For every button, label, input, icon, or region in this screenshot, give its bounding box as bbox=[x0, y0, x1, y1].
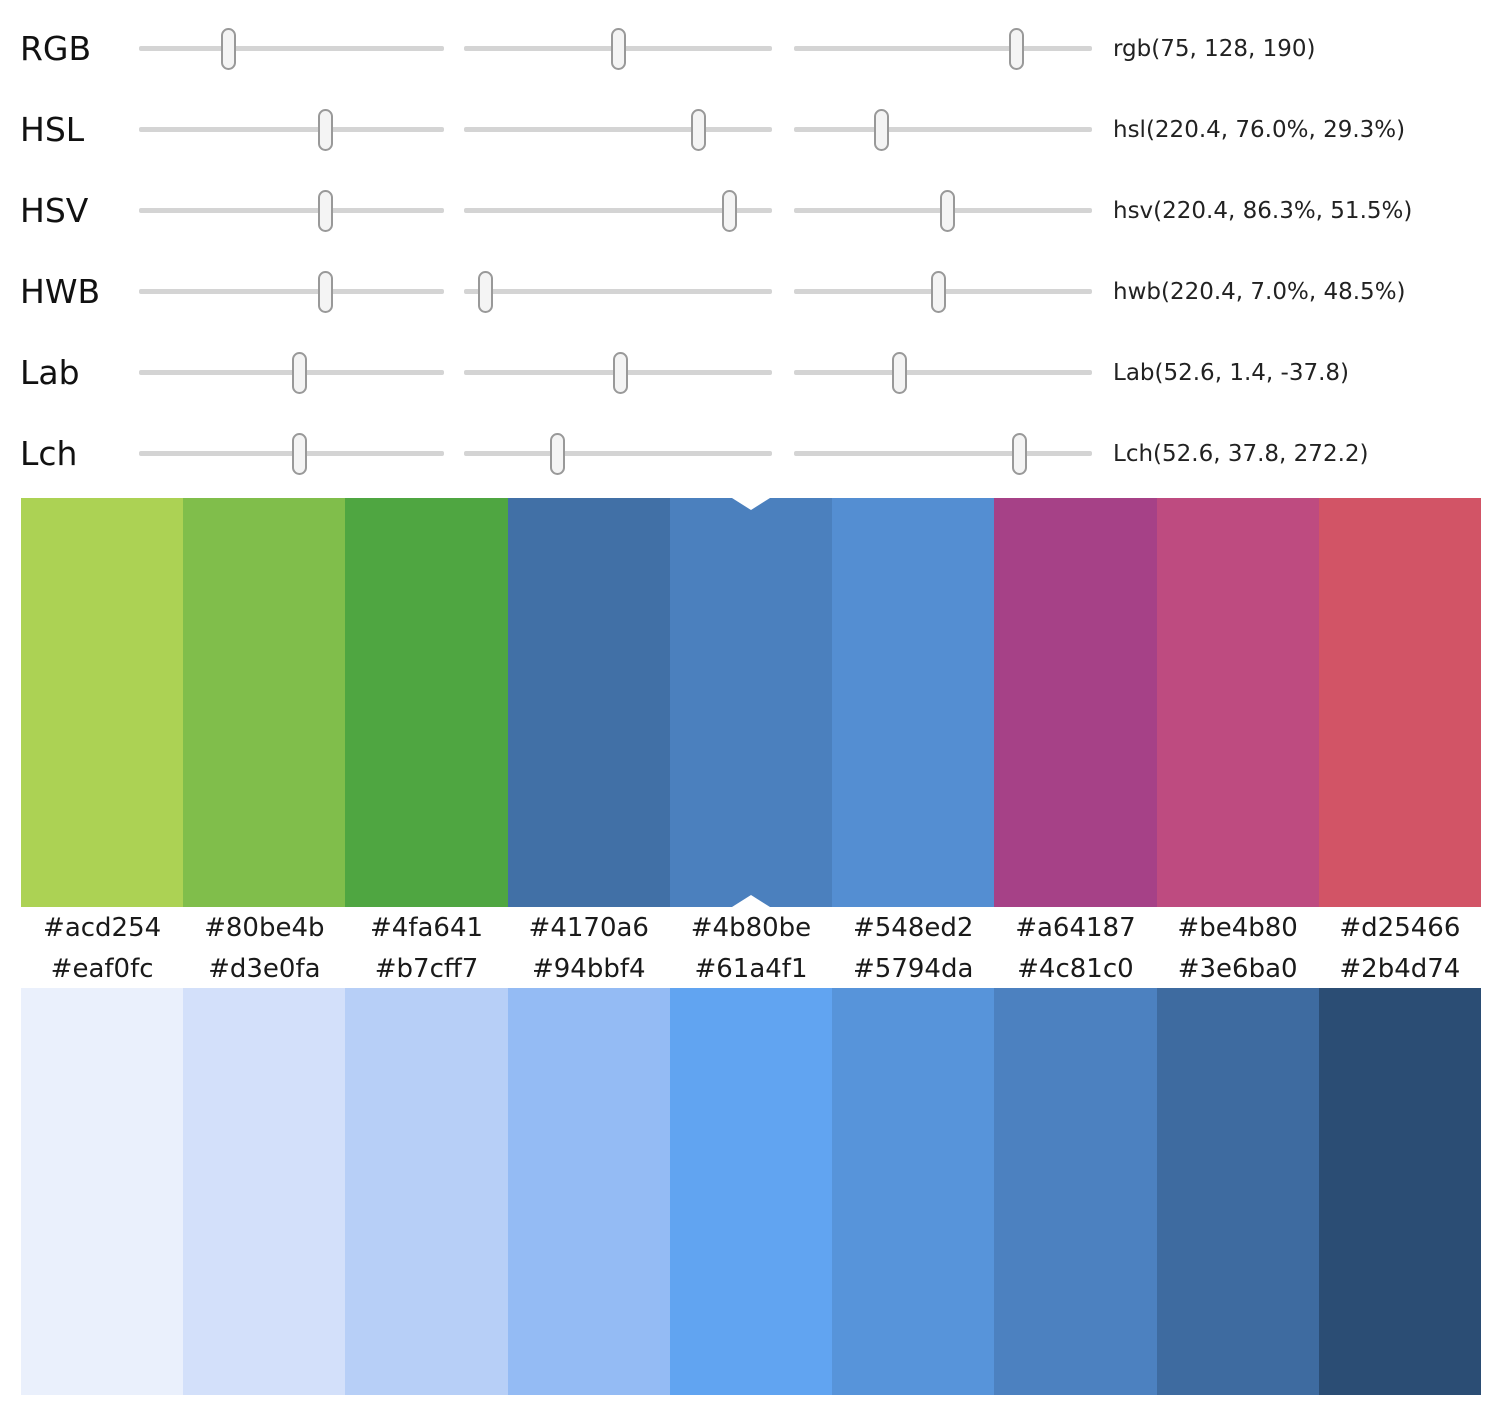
hex-label-a64187: #a64187 bbox=[1015, 913, 1136, 943]
slider-row-lch: Lch Lch(52.6, 37.8, 272.2) bbox=[20, 413, 1501, 494]
hex-label-94bbf4: #94bbf4 bbox=[531, 953, 646, 984]
hue-swatch-548ed2[interactable] bbox=[832, 498, 995, 907]
hwb-w-slider-thumb[interactable] bbox=[478, 270, 494, 313]
hue-swatch-acd254[interactable] bbox=[21, 498, 184, 907]
lightness-swatch-94bbf4[interactable] bbox=[507, 988, 670, 1395]
lch-l-slider-thumb[interactable] bbox=[291, 432, 307, 475]
hex-label-4170a6: #4170a6 bbox=[528, 913, 649, 943]
hue-palette-hex-labels: #acd254 #80be4b #4fa641 #4170a6 #4b80be #548e… bbox=[21, 907, 1481, 949]
hex-label-4b80be: #4b80be bbox=[690, 913, 812, 943]
row-label-lch: Lch bbox=[20, 434, 78, 473]
hue-swatch-4b80be[interactable] bbox=[669, 498, 833, 907]
lab-b-slider-thumb[interactable] bbox=[891, 351, 907, 394]
hsv-s-slider-track[interactable] bbox=[464, 189, 772, 232]
slider-panel: RGB rgb(75, 128, 190) HSL hsl(220.4, 76.… bbox=[0, 0, 1501, 494]
hex-label-d3e0fa: #d3e0fa bbox=[208, 953, 321, 984]
hex-label-4fa641: #4fa641 bbox=[370, 913, 484, 943]
hue-swatch-4fa641[interactable] bbox=[345, 498, 508, 907]
hsv-v-slider-track[interactable] bbox=[794, 189, 1092, 232]
hue-swatch-a64187[interactable] bbox=[994, 498, 1157, 907]
hwb-value-text: hwb(220.4, 7.0%, 48.5%) bbox=[1113, 278, 1406, 305]
row-label-hsl: HSL bbox=[20, 110, 85, 149]
lch-c-slider-thumb[interactable] bbox=[549, 432, 565, 475]
hex-label-b7cff7: #b7cff7 bbox=[374, 953, 479, 984]
hue-swatch-d25466[interactable] bbox=[1318, 498, 1481, 907]
slider-row-rgb: RGB rgb(75, 128, 190) bbox=[20, 8, 1501, 89]
hwb-h-slider-thumb[interactable] bbox=[318, 270, 334, 313]
hsl-l-slider-track[interactable] bbox=[794, 108, 1092, 151]
selected-color-marker-bottom bbox=[732, 895, 770, 907]
rgb-r-slider-track[interactable] bbox=[139, 27, 444, 70]
row-label-rgb: RGB bbox=[20, 29, 92, 68]
row-label-hsv: HSV bbox=[20, 191, 89, 230]
slider-row-hsv: HSV hsv(220.4, 86.3%, 51.5%) bbox=[20, 170, 1501, 251]
lab-l-slider-thumb[interactable] bbox=[291, 351, 307, 394]
lightness-swatch-2b4d74[interactable] bbox=[1318, 988, 1481, 1395]
hex-label-be4b80: #be4b80 bbox=[1177, 913, 1298, 943]
lab-value-text: Lab(52.6, 1.4, -37.8) bbox=[1113, 359, 1349, 386]
row-label-lab: Lab bbox=[20, 353, 80, 392]
hue-swatch-4170a6[interactable] bbox=[507, 498, 670, 907]
lightness-swatch-b7cff7[interactable] bbox=[345, 988, 508, 1395]
rgb-r-slider-thumb[interactable] bbox=[221, 27, 237, 70]
hex-label-4c81c0: #4c81c0 bbox=[1017, 953, 1134, 984]
hsl-s-slider-thumb[interactable] bbox=[690, 108, 706, 151]
lightness-swatch-d3e0fa[interactable] bbox=[183, 988, 346, 1395]
lab-b-slider-track[interactable] bbox=[794, 351, 1092, 394]
hsv-s-slider-thumb[interactable] bbox=[722, 189, 738, 232]
slider-row-hwb: HWB hwb(220.4, 7.0%, 48.5%) bbox=[20, 251, 1501, 332]
selected-color-marker-top bbox=[732, 498, 770, 510]
rgb-value-text: rgb(75, 128, 190) bbox=[1113, 35, 1316, 62]
hsv-h-slider-track[interactable] bbox=[139, 189, 444, 232]
hsl-s-slider-track[interactable] bbox=[464, 108, 772, 151]
lch-h-slider-track[interactable] bbox=[794, 432, 1092, 475]
lch-h-slider-thumb[interactable] bbox=[1011, 432, 1027, 475]
rgb-g-slider-thumb[interactable] bbox=[611, 27, 627, 70]
slider-row-hsl: HSL hsl(220.4, 76.0%, 29.3%) bbox=[20, 89, 1501, 170]
hsl-l-slider-thumb[interactable] bbox=[873, 108, 889, 151]
lightness-swatch-eaf0fc[interactable] bbox=[21, 988, 184, 1395]
hex-label-548ed2: #548ed2 bbox=[852, 913, 974, 943]
row-label-hwb: HWB bbox=[20, 272, 101, 311]
hex-label-3e6ba0: #3e6ba0 bbox=[1177, 953, 1298, 984]
hwb-b-slider-track[interactable] bbox=[794, 270, 1092, 313]
hsv-v-slider-thumb[interactable] bbox=[939, 189, 955, 232]
hwb-h-slider-track[interactable] bbox=[139, 270, 444, 313]
hwb-w-slider-track[interactable] bbox=[464, 270, 772, 313]
hex-label-5794da: #5794da bbox=[853, 953, 974, 984]
hsv-h-slider-thumb[interactable] bbox=[318, 189, 334, 232]
hex-label-2b4d74: #2b4d74 bbox=[1339, 953, 1461, 984]
lightness-swatch-4c81c0[interactable] bbox=[994, 988, 1157, 1395]
lch-value-text: Lch(52.6, 37.8, 272.2) bbox=[1113, 440, 1369, 467]
lab-a-slider-thumb[interactable] bbox=[612, 351, 628, 394]
hsl-value-text: hsl(220.4, 76.0%, 29.3%) bbox=[1113, 116, 1406, 143]
slider-row-lab: Lab Lab(52.6, 1.4, -37.8) bbox=[20, 332, 1501, 413]
rgb-b-slider-thumb[interactable] bbox=[1008, 27, 1024, 70]
rgb-b-slider-track[interactable] bbox=[794, 27, 1092, 70]
hex-label-acd254: #acd254 bbox=[43, 913, 162, 943]
hex-label-80be4b: #80be4b bbox=[204, 913, 325, 943]
lightness-palette-strip bbox=[21, 988, 1481, 1395]
hsv-value-text: hsv(220.4, 86.3%, 51.5%) bbox=[1113, 197, 1413, 224]
lab-a-slider-track[interactable] bbox=[464, 351, 772, 394]
lch-c-slider-track[interactable] bbox=[464, 432, 772, 475]
lightness-swatch-5794da[interactable] bbox=[832, 988, 995, 1395]
rgb-g-slider-track[interactable] bbox=[464, 27, 772, 70]
lightness-swatch-3e6ba0[interactable] bbox=[1156, 988, 1319, 1395]
hsl-h-slider-thumb[interactable] bbox=[318, 108, 334, 151]
hwb-b-slider-thumb[interactable] bbox=[931, 270, 947, 313]
hue-palette-strip bbox=[21, 498, 1481, 907]
lightness-swatch-61a4f1[interactable] bbox=[669, 988, 833, 1395]
hex-label-eaf0fc: #eaf0fc bbox=[50, 953, 154, 984]
lch-l-slider-track[interactable] bbox=[139, 432, 444, 475]
lightness-palette-hex-labels: #eaf0fc #d3e0fa #b7cff7 #94bbf4 #61a4f1 #5794… bbox=[21, 949, 1481, 988]
hsl-h-slider-track[interactable] bbox=[139, 108, 444, 151]
lab-l-slider-track[interactable] bbox=[139, 351, 444, 394]
hex-label-61a4f1: #61a4f1 bbox=[694, 953, 808, 984]
hex-label-d25466: #d25466 bbox=[1339, 913, 1461, 943]
hue-swatch-be4b80[interactable] bbox=[1156, 498, 1319, 907]
hue-swatch-80be4b[interactable] bbox=[183, 498, 346, 907]
